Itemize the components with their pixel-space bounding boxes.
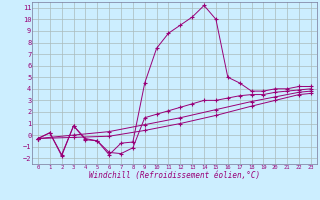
X-axis label: Windchill (Refroidissement éolien,°C): Windchill (Refroidissement éolien,°C) (89, 171, 260, 180)
